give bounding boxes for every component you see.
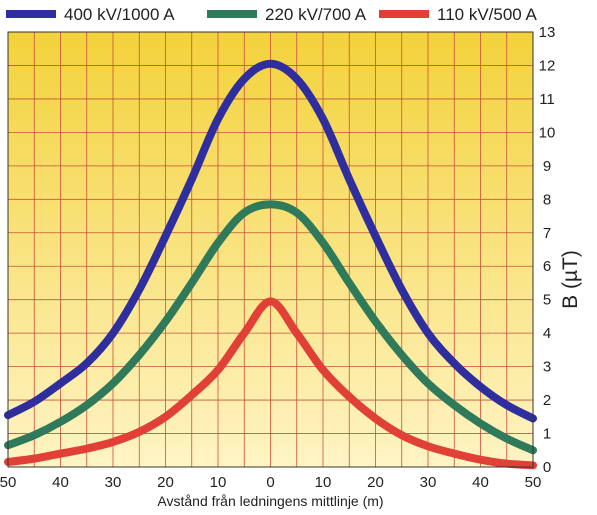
legend-label-1: 400 kV/1000 A <box>64 5 175 24</box>
y-tick-label: 12 <box>539 57 556 74</box>
y-tick-label: 5 <box>543 292 551 309</box>
y-tick-label: 3 <box>543 359 551 376</box>
series-line-1 <box>4 59 537 423</box>
y-tick-label: 1 <box>543 426 551 443</box>
series-line-3 <box>4 297 537 470</box>
y-tick-label: 2 <box>543 392 551 409</box>
x-tick-label: 50 <box>0 474 16 491</box>
y-tick-label: 11 <box>539 91 555 108</box>
legend-label-3: 110 kV/500 A <box>437 5 538 24</box>
y-tick-label: 10 <box>539 124 556 141</box>
y-tick-label: 7 <box>543 225 551 242</box>
legend-swatch-1 <box>6 10 56 18</box>
series-line-2 <box>4 200 537 455</box>
x-tick-label: 40 <box>472 474 489 491</box>
x-axis-label: Avstånd från ledningens mittlinje (m) <box>157 493 383 509</box>
legend-label-2: 220 kV/700 A <box>265 5 367 24</box>
x-tick-label: 30 <box>420 474 437 491</box>
y-tick-label: 4 <box>543 325 551 342</box>
x-tick-label: 20 <box>367 474 384 491</box>
x-tick-label: 0 <box>266 474 274 491</box>
x-axis-ticks: 50 40 30 20 10 0 10 20 30 40 50 <box>0 474 541 491</box>
x-tick-label: 50 <box>525 474 542 491</box>
x-tick-label: 10 <box>210 474 227 491</box>
y-tick-label: 6 <box>543 258 551 275</box>
x-tick-label: 30 <box>105 474 122 491</box>
legend: 400 kV/1000 A 220 kV/700 A 110 kV/500 A <box>6 5 538 24</box>
legend-swatch-3 <box>379 10 429 18</box>
x-tick-label: 20 <box>157 474 174 491</box>
y-tick-label: 13 <box>539 24 556 41</box>
y-axis-label: B (µT) <box>559 250 582 309</box>
x-tick-label: 40 <box>52 474 69 491</box>
legend-swatch-2 <box>207 10 257 18</box>
y-tick-label: 8 <box>543 191 551 208</box>
series-lines <box>4 59 537 470</box>
plot-frame <box>7 31 534 468</box>
y-tick-label: 9 <box>543 158 551 175</box>
x-tick-label: 10 <box>315 474 332 491</box>
y-tick-label: 0 <box>543 459 551 476</box>
